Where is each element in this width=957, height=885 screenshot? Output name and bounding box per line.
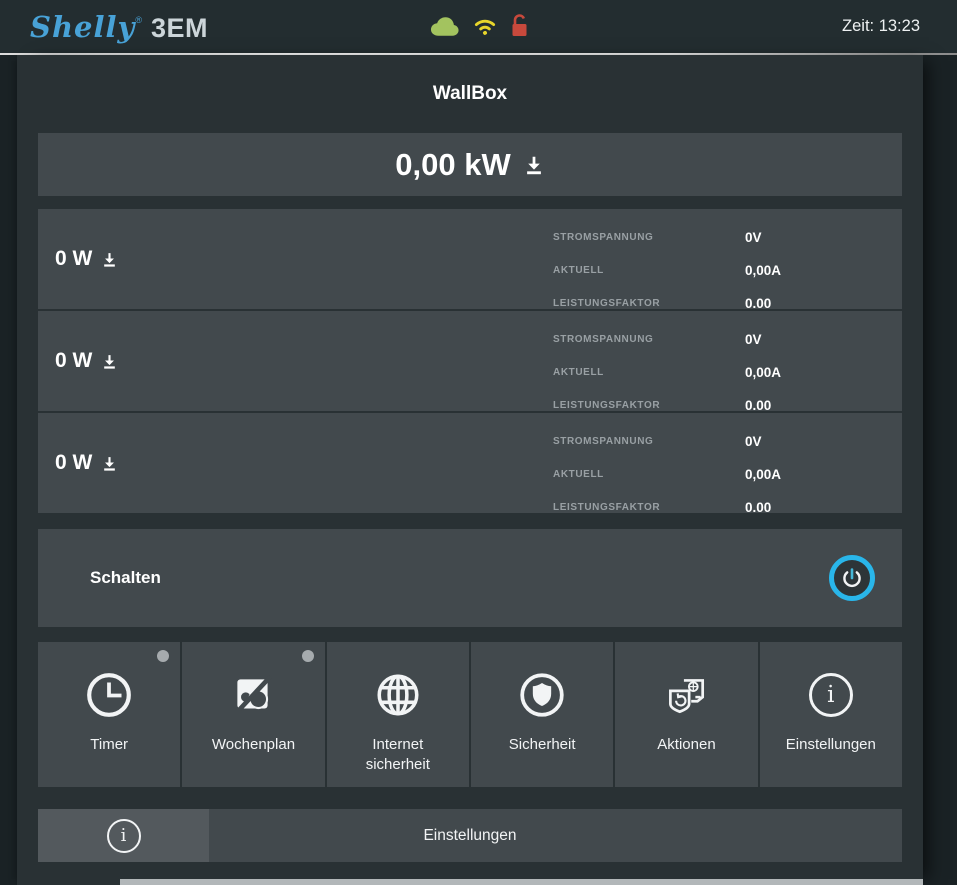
next-section-edge	[120, 879, 923, 885]
menu-item[interactable]: Timer	[38, 642, 181, 787]
phase-power-value: 0 W	[55, 451, 93, 474]
menu-item-label: Wochenplan	[211, 736, 296, 753]
menu-item-label: Sicherheit	[508, 736, 576, 753]
phase-stats: STROMSPANNUNG 0V AKTUELL 0,00A LEISTUNGS…	[553, 221, 902, 320]
phase-stat-row: AKTUELL 0,00A	[553, 458, 902, 491]
power-icon	[843, 568, 861, 588]
menu-grid: Timer Wochenplan	[38, 642, 902, 787]
menu-item-label: Internet sicherheit	[365, 736, 430, 773]
switch-row: Schalten	[38, 529, 902, 627]
phase-power-toggle[interactable]: 0 W	[55, 311, 118, 411]
download-icon	[104, 354, 116, 369]
phase-stat-label: AKTUELL	[553, 265, 604, 276]
phase-stat-label: AKTUELL	[553, 367, 604, 378]
clock-time: Zeit: 13:23	[842, 17, 920, 35]
shield-icon	[517, 668, 567, 722]
menu-item-label: Timer	[90, 736, 129, 753]
phase-stat-row: LEISTUNGSFAKTOR 0.00	[553, 389, 902, 422]
phase-stat-label: STROMSPANNUNG	[553, 334, 654, 345]
phase-stat-value: 0V	[745, 332, 762, 347]
menu-item[interactable]: Wochenplan	[182, 642, 325, 787]
phase-power-value: 0 W	[55, 247, 93, 270]
status-icons	[429, 0, 528, 53]
phases: 0 W STROMSPANNUNG 0V AKTUELL 0,00A LEIST…	[38, 209, 902, 515]
phase-stat-label: LEISTUNGSFAKTOR	[553, 502, 661, 513]
device-panel: WallBox 0,00 kW 0 W STROMSPANNUNG 0V AKT…	[17, 55, 923, 885]
menu-item-label: Aktionen	[657, 736, 716, 753]
menu-item[interactable]: Aktionen	[615, 642, 758, 787]
phase-stat-row: LEISTUNGSFAKTOR 0.00	[553, 491, 902, 524]
download-icon	[526, 156, 541, 174]
actions-icon	[661, 668, 711, 722]
lock-open-icon	[509, 14, 528, 39]
phase-stat-value: 0,00A	[745, 263, 782, 278]
logo-model: 3EM	[151, 12, 209, 43]
phase-row: 0 W STROMSPANNUNG 0V AKTUELL 0,00A LEIST…	[38, 311, 902, 413]
globe-icon	[373, 668, 423, 722]
download-icon	[104, 252, 116, 267]
notification-dot	[157, 650, 170, 662]
total-power-value: 0,00 kW	[395, 146, 511, 182]
phase-stat-label: LEISTUNGSFAKTOR	[553, 298, 661, 309]
phase-row: 0 W STROMSPANNUNG 0V AKTUELL 0,00A LEIST…	[38, 413, 902, 515]
download-icon	[104, 456, 116, 471]
phase-stat-row: STROMSPANNUNG 0V	[553, 323, 902, 356]
phase-stat-label: STROMSPANNUNG	[553, 436, 654, 447]
phase-stat-label: LEISTUNGSFAKTOR	[553, 400, 661, 411]
phase-stats: STROMSPANNUNG 0V AKTUELL 0,00A LEISTUNGS…	[553, 323, 902, 422]
header-divider	[0, 53, 957, 55]
phase-stat-value: 0,00A	[745, 365, 782, 380]
schedule-off-icon	[228, 668, 278, 722]
phase-stat-label: STROMSPANNUNG	[553, 232, 654, 243]
phase-stat-value: 0V	[745, 434, 762, 449]
phase-stat-row: AKTUELL 0,00A	[553, 254, 902, 287]
shelly-logo: Shelly ® 3EM	[30, 10, 208, 44]
phase-stat-label: AKTUELL	[553, 469, 604, 480]
phase-power-toggle[interactable]: 0 W	[55, 209, 118, 309]
settings-bar[interactable]: i Einstellungen	[38, 809, 902, 862]
logo-brand: Shelly	[30, 9, 136, 44]
notification-dot	[301, 650, 314, 662]
info-icon: i	[106, 818, 141, 853]
phase-stat-row: LEISTUNGSFAKTOR 0.00	[553, 287, 902, 320]
cloud-icon	[429, 16, 460, 37]
top-bar: Shelly ® 3EM Zeit: 13:23	[0, 0, 957, 53]
switch-label: Schalten	[90, 568, 161, 587]
phase-row: 0 W STROMSPANNUNG 0V AKTUELL 0,00A LEIST…	[38, 209, 902, 311]
phase-stat-value: 0.00	[745, 500, 772, 515]
menu-item[interactable]: Internet sicherheit	[326, 642, 469, 787]
registered-mark: ®	[135, 14, 143, 25]
phase-stat-value: 0.00	[745, 296, 772, 311]
phase-stat-row: STROMSPANNUNG 0V	[553, 425, 902, 458]
clock-icon	[84, 668, 134, 722]
phase-stats: STROMSPANNUNG 0V AKTUELL 0,00A LEISTUNGS…	[553, 425, 902, 524]
menu-item[interactable]: Sicherheit	[470, 642, 614, 787]
phase-stat-value: 0,00A	[745, 467, 782, 482]
phase-power-value: 0 W	[55, 349, 93, 372]
menu-item-label: Einstellungen	[785, 736, 876, 753]
info-icon: i	[808, 668, 853, 722]
total-power-block[interactable]: 0,00 kW	[38, 133, 902, 196]
power-toggle-button[interactable]	[829, 555, 875, 601]
device-info-button[interactable]: i	[38, 809, 209, 862]
menu-item[interactable]: i Einstellungen	[759, 642, 902, 787]
phase-power-toggle[interactable]: 0 W	[55, 413, 118, 513]
phase-stat-value: 0.00	[745, 398, 772, 413]
phase-stat-value: 0V	[745, 230, 762, 245]
phase-stat-row: STROMSPANNUNG 0V	[553, 221, 902, 254]
phase-stat-row: AKTUELL 0,00A	[553, 356, 902, 389]
settings-bar-body[interactable]	[209, 809, 902, 862]
device-name: WallBox	[432, 83, 508, 104]
wifi-icon	[473, 18, 496, 36]
